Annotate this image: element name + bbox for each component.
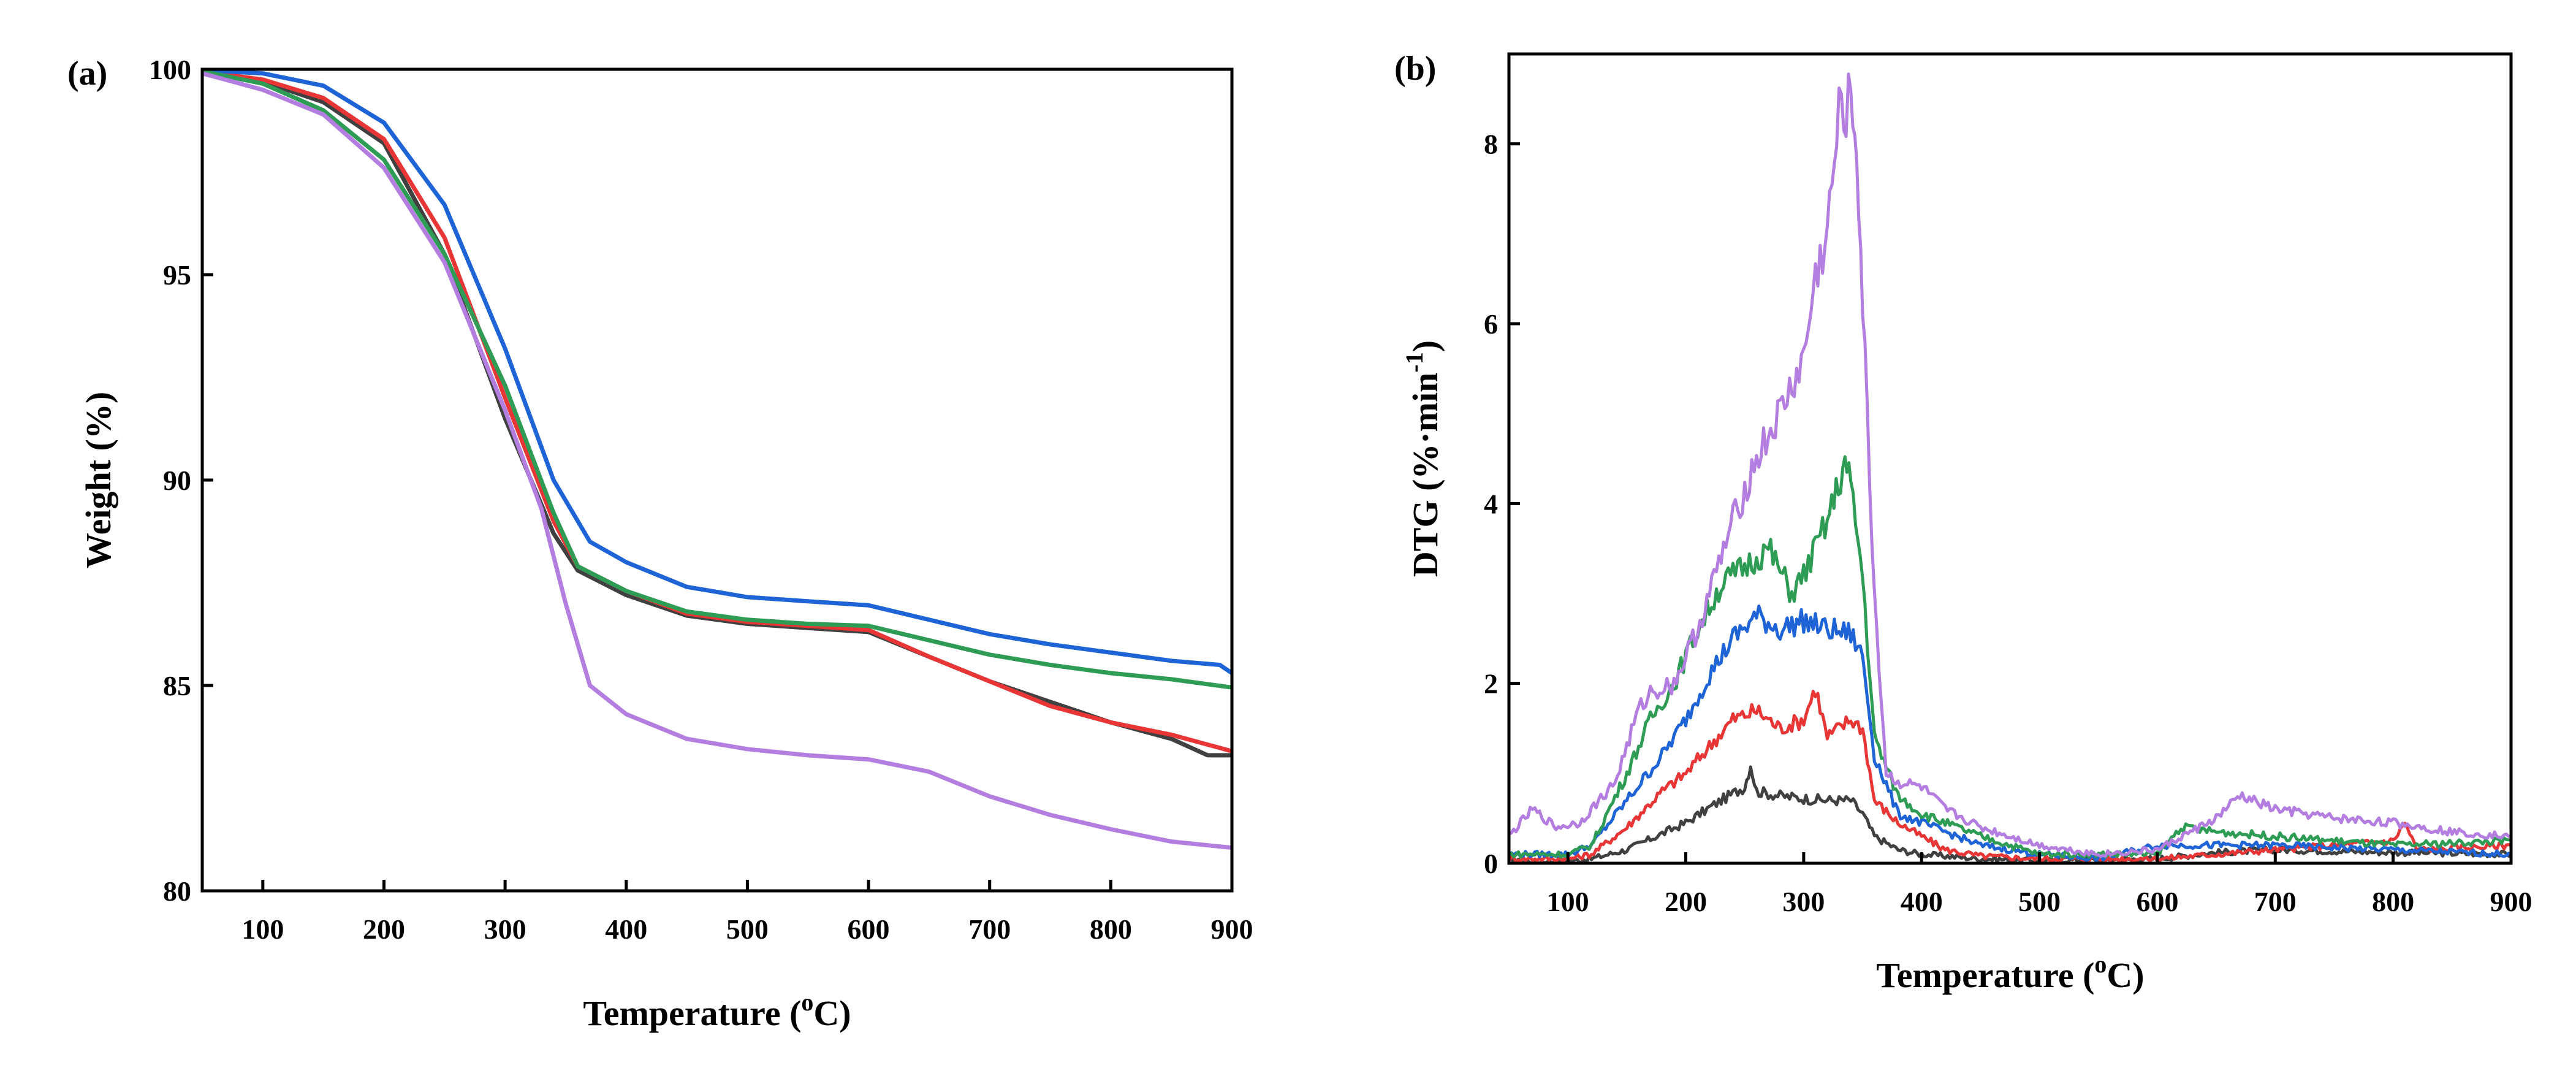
panel-a-x-tick-label: 700 [968,914,1011,945]
panel-a-x-tick-label: 800 [1090,914,1132,945]
panel-a-series-line-1 [202,69,1232,758]
panel-a-x-tick-label: 600 [848,914,890,945]
panel-a-x-tick-label: 900 [1211,914,1253,945]
panel-b-x-tick-label: 500 [2018,886,2061,917]
panel-a-ticks: 100 200 300 400 500 600 700 800 900 80 85 90 95 100 [149,54,1253,945]
panel-b-y-tick-label: 2 [1484,668,1498,700]
panel-a-y-tick-label: 90 [163,465,191,496]
panel-a-x-tick-label: 200 [363,914,405,945]
panel-b-ticks: 100 200 300 400 500 600 700 800 900 0 2 4 6 8 [1484,129,2532,917]
panel-b-series-line-5 [1508,72,2512,858]
panel-a-x-tick-label: 100 [241,914,284,945]
panel-a-y-tick-label: 95 [163,259,191,291]
panel-b-x-tick-label: 900 [2490,886,2532,917]
panel-a-x-tick-label: 500 [726,914,769,945]
panel-a-x-tick-label: 400 [605,914,647,945]
panel-b-x-tick-label: 200 [1665,886,1707,917]
panel-b-plot-frame [1507,52,2513,865]
panel-b-series-line-4 [1508,455,2512,859]
panel-b-series-lines [1507,72,2512,865]
panel-a-y-tick-label: 100 [149,54,191,85]
panel-a-label: (a) [67,55,107,93]
panel-b-x-tick-label: 400 [1901,886,1943,917]
panel-b-x-axis-title: Temperature (oC) [1876,950,2144,995]
panel-b-x-tick-label: 700 [2254,886,2297,917]
panel-b-y-tick-label: 4 [1484,488,1498,519]
panel-b-y-tick-label: 0 [1484,848,1498,879]
panel-b-y-axis-title: DTG (%·min-1) [1400,340,1445,577]
panel-b-x-tick-label: 600 [2136,886,2178,917]
panel-b-series-line-3 [1508,605,2512,863]
panel-a-series-lines [202,67,1233,850]
panel-a-x-tick-label: 300 [484,914,526,945]
panel-a-series-line-5 [202,71,1233,850]
panel-b-label: (b) [1394,50,1436,88]
panel-a-y-axis-title: Weight (%) [78,392,118,568]
panel-a-series-line-4 [202,69,1233,690]
panel-b-y-tick-label: 8 [1484,129,1498,160]
panel-b-x-tick-label: 800 [2372,886,2414,917]
panel-b-y-tick-label: 6 [1484,308,1498,340]
panel-a-x-axis-title: Temperature (oC) [583,988,851,1033]
panel-a-y-tick-label: 80 [163,876,191,907]
panel-a-plot-frame [200,67,1234,893]
panel-b-dtg-chart: (b) 100 200 300 400 500 600 700 800 900 0 2 4 6 8 Tem… [1394,50,2532,995]
panel-b-x-tick-label: 300 [1782,886,1825,917]
panel-a-y-tick-label: 85 [163,670,191,701]
panel-b-x-tick-label: 100 [1547,886,1589,917]
panel-a-series-line-3 [202,67,1233,675]
panel-a-weight-chart: (a) 100 200 300 400 500 600 700 800 900808590951… [67,54,1253,1033]
